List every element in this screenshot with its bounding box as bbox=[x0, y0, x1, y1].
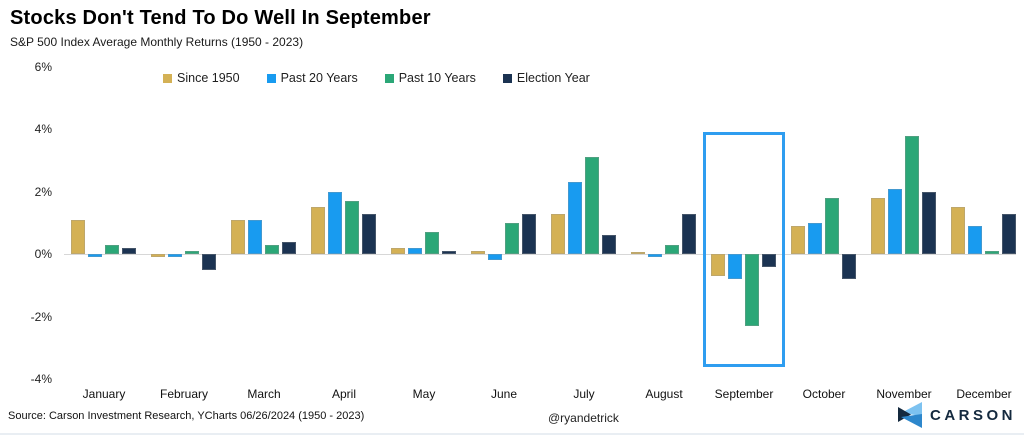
bottom-divider bbox=[0, 433, 1024, 435]
bar-past-10-years-april bbox=[345, 201, 359, 255]
legend-swatch-icon bbox=[266, 73, 276, 83]
bar-past-20-years-march bbox=[248, 219, 262, 255]
x-axis-label-january: January bbox=[82, 387, 126, 401]
x-axis-label-october: October bbox=[802, 387, 846, 401]
bar-past-10-years-february bbox=[185, 251, 199, 255]
x-axis-label-december: December bbox=[956, 387, 1012, 401]
legend-item-past-20-years: Past 20 Years bbox=[266, 71, 358, 85]
twitter-handle: @ryandetrick bbox=[548, 411, 619, 425]
bar-since-1950-may bbox=[391, 247, 405, 255]
bar-election-year-january bbox=[122, 247, 136, 255]
bar-since-1950-august bbox=[631, 252, 645, 255]
y-tick-label: 4% bbox=[34, 122, 52, 137]
bar-past-10-years-june bbox=[505, 223, 519, 255]
x-axis: January February March April May June July Augu… bbox=[64, 387, 1016, 403]
bar-election-year-june bbox=[522, 213, 536, 255]
chart-subtitle: S&P 500 Index Average Monthly Returns (1… bbox=[10, 35, 304, 49]
bar-since-1950-july bbox=[551, 213, 565, 255]
bar-election-year-october bbox=[842, 254, 856, 280]
legend-swatch-icon bbox=[502, 73, 512, 83]
legend-label: Election Year bbox=[516, 71, 590, 85]
y-tick-label: 6% bbox=[34, 60, 52, 74]
bar-since-1950-april bbox=[311, 207, 325, 255]
legend-swatch-icon bbox=[163, 73, 172, 83]
y-tick-label: -2% bbox=[30, 309, 52, 324]
bar-past-10-years-july bbox=[585, 157, 599, 255]
bar-past-10-years-may bbox=[425, 232, 439, 255]
legend-swatch-icon bbox=[384, 73, 394, 83]
x-axis-label-february: February bbox=[159, 387, 209, 401]
bar-since-1950-june bbox=[471, 251, 485, 255]
y-tick-label: 2% bbox=[34, 184, 52, 199]
bar-since-1950-march bbox=[231, 219, 245, 255]
bar-past-20-years-december bbox=[968, 226, 982, 255]
bar-past-20-years-september bbox=[728, 254, 742, 280]
legend-label: Past 10 Years bbox=[398, 71, 476, 85]
bar-past-10-years-march bbox=[265, 244, 279, 255]
carson-logo-text: CARSON bbox=[929, 406, 1016, 424]
y-axis: 6% 4% 2% 0% -2% -4% bbox=[0, 60, 58, 386]
bar-election-year-april bbox=[362, 213, 376, 255]
x-axis-label-may: May bbox=[412, 387, 436, 401]
legend-label: Since 1950 bbox=[177, 71, 240, 85]
bar-past-20-years-february bbox=[168, 254, 182, 258]
bar-since-1950-october bbox=[791, 226, 805, 255]
x-axis-label-april: April bbox=[331, 387, 356, 401]
bar-election-year-march bbox=[282, 241, 296, 255]
bar-past-20-years-may bbox=[408, 247, 422, 255]
bar-since-1950-december bbox=[951, 207, 965, 255]
bar-election-year-february bbox=[202, 254, 216, 270]
legend-item-election-year: Election Year bbox=[502, 71, 590, 85]
bar-past-10-years-january bbox=[105, 244, 119, 255]
bar-since-1950-november bbox=[871, 198, 885, 255]
bar-past-10-years-august bbox=[665, 244, 679, 255]
x-axis-label-july: July bbox=[573, 387, 595, 401]
y-tick-label: 0% bbox=[34, 247, 52, 262]
bar-since-1950-february bbox=[151, 254, 165, 258]
legend: Since 1950 Past 20 Years Past 10 Years Elec… bbox=[163, 71, 590, 85]
bar-election-year-may bbox=[442, 251, 456, 255]
x-axis-label-november: November bbox=[876, 387, 932, 401]
plot-area bbox=[64, 67, 1016, 379]
bar-past-10-years-september bbox=[745, 254, 759, 326]
x-axis-label-june: June bbox=[490, 387, 518, 401]
bar-past-20-years-august bbox=[648, 254, 662, 258]
bar-election-year-july bbox=[602, 235, 616, 255]
bar-election-year-august bbox=[682, 213, 696, 255]
bar-past-10-years-november bbox=[905, 135, 919, 255]
legend-label: Past 20 Years bbox=[280, 71, 358, 85]
legend-item-past-10-years: Past 10 Years bbox=[384, 71, 476, 85]
x-axis-label-september: September bbox=[714, 387, 774, 401]
bar-past-20-years-october bbox=[808, 223, 822, 255]
bar-past-20-years-january bbox=[88, 254, 102, 258]
x-axis-label-august: August bbox=[645, 387, 683, 401]
bar-past-10-years-october bbox=[825, 198, 839, 255]
bar-past-20-years-november bbox=[888, 188, 902, 255]
bar-past-10-years-december bbox=[985, 251, 999, 255]
source-note: Source: Carson Investment Research, YCha… bbox=[8, 410, 365, 422]
bar-past-20-years-june bbox=[488, 254, 502, 261]
bar-since-1950-january bbox=[71, 219, 85, 255]
zero-baseline bbox=[64, 254, 1016, 255]
bar-election-year-december bbox=[1002, 213, 1016, 255]
y-tick-label: -4% bbox=[30, 372, 52, 386]
legend-item-since-1950: Since 1950 bbox=[163, 71, 240, 85]
carson-logo: CARSON bbox=[897, 402, 1016, 428]
bar-election-year-november bbox=[922, 191, 936, 255]
bar-election-year-september bbox=[762, 254, 776, 267]
bar-past-20-years-april bbox=[328, 191, 342, 255]
carson-logo-icon bbox=[897, 402, 922, 428]
september-highlight-box bbox=[703, 132, 785, 367]
bar-past-20-years-july bbox=[568, 182, 582, 255]
chart-title: Stocks Don't Tend To Do Well In Septembe… bbox=[10, 7, 431, 29]
bar-since-1950-september bbox=[711, 254, 725, 277]
x-axis-label-march: March bbox=[247, 387, 281, 401]
